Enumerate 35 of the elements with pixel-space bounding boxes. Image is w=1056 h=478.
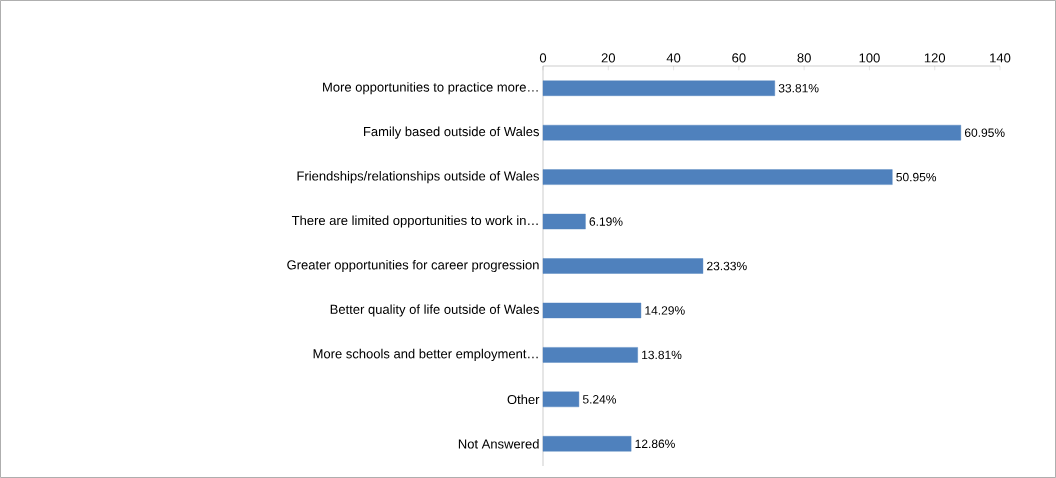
bar bbox=[542, 169, 893, 185]
annotation: 60.95% bbox=[964, 128, 1005, 137]
annotation: 12.86% bbox=[635, 439, 675, 449]
y-tick-label: Friendships/relationships outside of Wales bbox=[297, 171, 539, 184]
x-tick-label: 0 bbox=[539, 53, 547, 63]
y-tick-label: More opportunities to practice more… bbox=[323, 82, 538, 95]
bar bbox=[542, 213, 586, 230]
y-tick-label: Not Answered bbox=[458, 439, 539, 449]
x-tick-label: 80 bbox=[797, 53, 811, 63]
x-tick-label: 40 bbox=[666, 53, 681, 63]
x-tick-label: 60 bbox=[732, 53, 746, 63]
bar bbox=[542, 436, 632, 452]
annotation: 13.81% bbox=[642, 350, 682, 360]
y-tick-label: More schools and better employment… bbox=[313, 348, 538, 361]
y-tick-label: There are limited opportunities to work in… bbox=[291, 215, 538, 228]
bar bbox=[542, 124, 962, 141]
bar bbox=[542, 347, 638, 363]
x-tick-label: 140 bbox=[990, 53, 1011, 63]
y-tick-label: Family based outside of Wales bbox=[364, 126, 539, 139]
bar bbox=[542, 302, 642, 319]
annotation: 23.33% bbox=[707, 261, 747, 271]
annotation: 33.81% bbox=[778, 83, 819, 93]
annotation: 5.24% bbox=[582, 395, 617, 404]
x-tick-label: 20 bbox=[601, 53, 616, 63]
y-tick-label: Other bbox=[507, 394, 540, 405]
x-tick-label: 120 bbox=[924, 53, 946, 63]
annotation: 14.29% bbox=[645, 306, 685, 315]
y-tick-label: Better quality of life outside of Wales bbox=[330, 304, 539, 317]
y-tick-label: Greater opportunities for career progression bbox=[287, 259, 539, 273]
annotation: 50.95% bbox=[896, 172, 937, 182]
x-tick-label: 100 bbox=[859, 53, 880, 63]
bar bbox=[542, 80, 775, 96]
annotation: 6.19% bbox=[589, 217, 623, 226]
bar bbox=[542, 258, 704, 274]
bar bbox=[542, 391, 580, 408]
